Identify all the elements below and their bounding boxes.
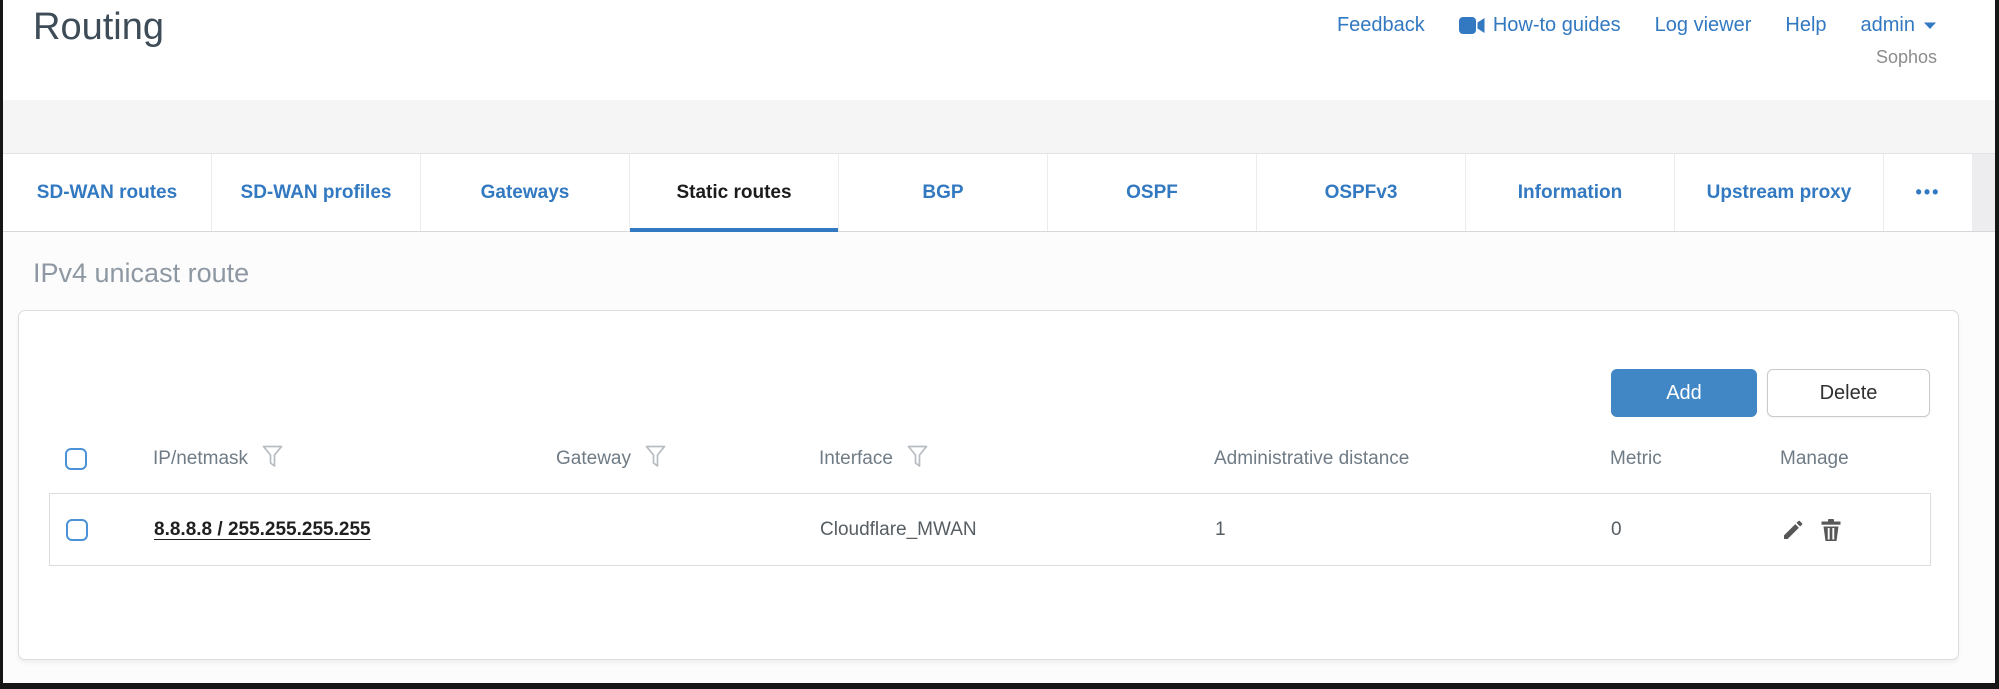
tabbar-filler — [1973, 154, 1995, 231]
filter-icon[interactable] — [645, 445, 666, 474]
tab-bgp[interactable]: BGP — [839, 154, 1048, 231]
ipv4-route-card: Add Delete IP/netmask Gateway — [18, 310, 1959, 660]
tab-overflow-menu[interactable]: ••• — [1884, 154, 1973, 231]
routing-page: Routing Feedback How-to guides Log viewe… — [3, 0, 1995, 683]
delete-button[interactable]: Delete — [1767, 369, 1930, 417]
filter-icon[interactable] — [262, 445, 283, 474]
row-manage-cell — [1781, 517, 1930, 542]
admin-menu[interactable]: admin — [1861, 14, 1937, 37]
col-metric: Metric — [1610, 448, 1662, 469]
tab-static-routes[interactable]: Static routes — [630, 154, 839, 232]
page-title: Routing — [33, 6, 164, 48]
row-interface-cell: Cloudflare_MWAN — [820, 518, 977, 540]
col-interface: Interface — [819, 448, 893, 469]
delete-trash-icon[interactable] — [1819, 517, 1843, 542]
row-checkbox[interactable] — [66, 518, 88, 541]
col-gateway: Gateway — [556, 448, 631, 469]
video-camera-icon — [1458, 16, 1485, 35]
row-admin-distance-cell: 1 — [1215, 518, 1226, 540]
header-divider-band — [3, 100, 1995, 154]
log-viewer-link[interactable]: Log viewer — [1654, 14, 1752, 36]
col-manage: Manage — [1780, 448, 1849, 469]
tab-information[interactable]: Information — [1466, 154, 1675, 231]
row-metric-cell: 0 — [1611, 518, 1622, 540]
page-header: Routing Feedback How-to guides Log viewe… — [3, 0, 1995, 100]
col-admin-distance: Administrative distance — [1214, 448, 1410, 469]
select-all-checkbox[interactable] — [65, 448, 87, 470]
feedback-link[interactable]: Feedback — [1336, 14, 1425, 36]
table-header: IP/netmask Gateway Interface — [49, 435, 1931, 483]
static-routes-content: IPv4 unicast route Add Delete IP/netmask… — [3, 232, 1995, 682]
edit-icon[interactable] — [1781, 518, 1805, 542]
filter-icon[interactable] — [907, 445, 928, 474]
table-row: 8.8.8.8 / 255.255.255.255 Cloudflare_MWA… — [49, 493, 1931, 566]
ellipsis-icon: ••• — [1915, 182, 1941, 202]
tab-gateways[interactable]: Gateways — [421, 154, 630, 231]
help-link[interactable]: Help — [1785, 14, 1827, 36]
tab-ospfv3[interactable]: OSPFv3 — [1257, 154, 1466, 231]
tab-sdwan-routes[interactable]: SD-WAN routes — [3, 154, 212, 231]
routing-tabbar: SD-WAN routes SD-WAN profiles Gateways S… — [3, 154, 1995, 232]
route-ip-link[interactable]: 8.8.8.8 / 255.255.255.255 — [154, 518, 371, 540]
brand-label: Sophos — [1875, 47, 1937, 67]
tab-upstream-proxy[interactable]: Upstream proxy — [1675, 154, 1884, 231]
col-ip-netmask: IP/netmask — [153, 448, 249, 469]
top-navigation: Feedback How-to guides Log viewer Help a… — [1337, 14, 1937, 37]
table-toolbar: Add Delete — [1611, 369, 1930, 417]
howto-guides-link[interactable]: How-to guides — [1458, 14, 1621, 37]
tab-sdwan-profiles[interactable]: SD-WAN profiles — [212, 154, 421, 231]
tab-ospf[interactable]: OSPF — [1048, 154, 1257, 231]
section-title: IPv4 unicast route — [33, 258, 250, 288]
add-button[interactable]: Add — [1611, 369, 1757, 417]
chevron-down-icon — [1923, 21, 1937, 30]
